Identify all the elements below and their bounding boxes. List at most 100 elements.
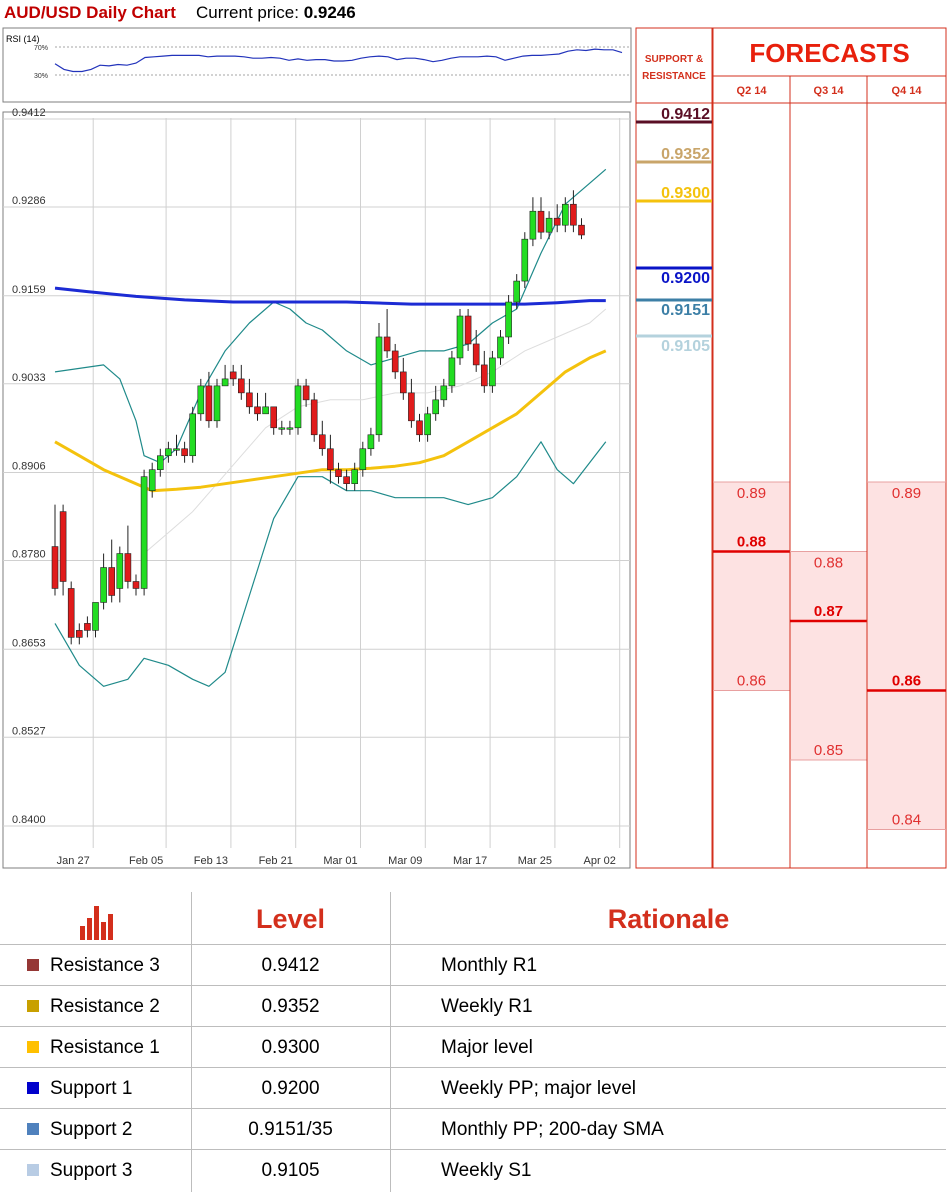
row-level: 0.9300 (261, 1037, 320, 1058)
candle-body (270, 406, 278, 429)
candle (497, 329, 504, 365)
candle-body (367, 434, 375, 450)
candle (92, 602, 99, 638)
candle-body (521, 238, 529, 282)
row-name: Support 3 (50, 1160, 133, 1181)
row-name: Support 1 (50, 1078, 133, 1099)
candle-body (157, 455, 164, 471)
bar-chart-icon (80, 904, 118, 940)
x-tick-label: Feb 13 (194, 855, 228, 867)
y-tick-label: 0.9412 (12, 107, 46, 119)
candle-body (424, 413, 431, 436)
candle-body (351, 469, 359, 484)
y-tick-label: 0.8780 (12, 549, 46, 561)
forecast-high: 0.89 (737, 485, 766, 502)
row-color-swatch (27, 1123, 39, 1135)
x-tick-label: Mar 01 (323, 855, 357, 867)
candle (399, 357, 407, 400)
x-tick-label: Feb 05 (129, 855, 163, 867)
forecast-col-label: Q3 14 (814, 85, 845, 97)
candle-body (67, 588, 75, 638)
forecast-range (713, 482, 790, 691)
row-level: 0.9151/35 (248, 1119, 333, 1140)
candle (513, 274, 521, 310)
sma-blue-line (54, 286, 606, 306)
candle (327, 434, 334, 484)
forecast-range (790, 551, 867, 760)
row-name: Resistance 2 (50, 996, 160, 1017)
row-color-swatch (27, 1000, 39, 1012)
candle (165, 441, 172, 463)
candle (505, 295, 512, 344)
candle (391, 343, 399, 379)
sr-column (635, 27, 713, 869)
bollinger-lower-line (54, 441, 607, 687)
candle-body (116, 553, 124, 589)
candle-body (416, 420, 423, 436)
x-tick-label: Mar 25 (518, 855, 552, 867)
candle (132, 574, 140, 596)
chart-title: AUD/USD Daily Chart (4, 3, 176, 22)
row-name: Support 2 (50, 1119, 133, 1140)
price-panel (2, 111, 631, 869)
candle-body (432, 399, 440, 415)
candle (545, 211, 553, 240)
x-tick-label: Jan 27 (57, 855, 90, 867)
candle-body (124, 553, 132, 582)
row-color-swatch (27, 1041, 39, 1053)
candle (480, 350, 488, 393)
candle (197, 378, 205, 421)
row-rationale: Major level (441, 1037, 533, 1058)
candle (286, 420, 294, 435)
rsi-level-label: 70% (34, 45, 48, 52)
current-price-value: 0.9246 (303, 3, 356, 22)
candle (359, 441, 367, 477)
candle (189, 406, 196, 463)
candle (270, 406, 278, 435)
row-name: Resistance 3 (50, 955, 160, 976)
level-header: Level (255, 904, 326, 934)
row-color-swatch (27, 1164, 39, 1176)
sma-yellow-line (54, 349, 607, 493)
candle-body (456, 315, 464, 359)
candle-body (408, 392, 415, 422)
candle-body (343, 476, 350, 484)
candle-body (108, 567, 115, 596)
candle (464, 309, 472, 351)
forecast-low: 0.84 (892, 812, 921, 829)
row-level: 0.9105 (261, 1160, 320, 1181)
candle (310, 392, 318, 442)
candle-body (262, 406, 269, 415)
candle (408, 378, 415, 428)
candle-body (553, 217, 561, 226)
candle (181, 441, 188, 463)
y-tick-label: 0.8653 (12, 637, 46, 649)
sr-level-label: 0.9200 (661, 270, 710, 287)
candle (108, 539, 115, 603)
candle-body (497, 336, 504, 359)
candle-body (59, 511, 67, 582)
candle (335, 462, 342, 484)
row-name: Resistance 1 (50, 1037, 160, 1058)
candle-body (472, 343, 480, 366)
row-rationale: Weekly PP; major level (441, 1078, 636, 1099)
candle-body (84, 623, 91, 631)
candle-body (294, 385, 302, 429)
candle-body (140, 476, 148, 589)
candle (440, 378, 448, 407)
forecast-low: 0.85 (814, 742, 843, 759)
row-rationale: Monthly PP; 200-day SMA (441, 1119, 664, 1140)
candle (116, 546, 124, 603)
bollinger-upper-line (54, 168, 607, 464)
candle (432, 385, 440, 421)
candle-body (246, 392, 253, 408)
row-level: 0.9412 (261, 955, 320, 976)
candle (67, 581, 75, 645)
candle (318, 420, 326, 456)
x-tick-label: Apr 02 (583, 855, 615, 867)
candle (278, 420, 286, 435)
sr-level-label: 0.9105 (661, 338, 710, 355)
candle-body (92, 602, 99, 631)
candle (238, 364, 245, 400)
candle (375, 322, 383, 442)
